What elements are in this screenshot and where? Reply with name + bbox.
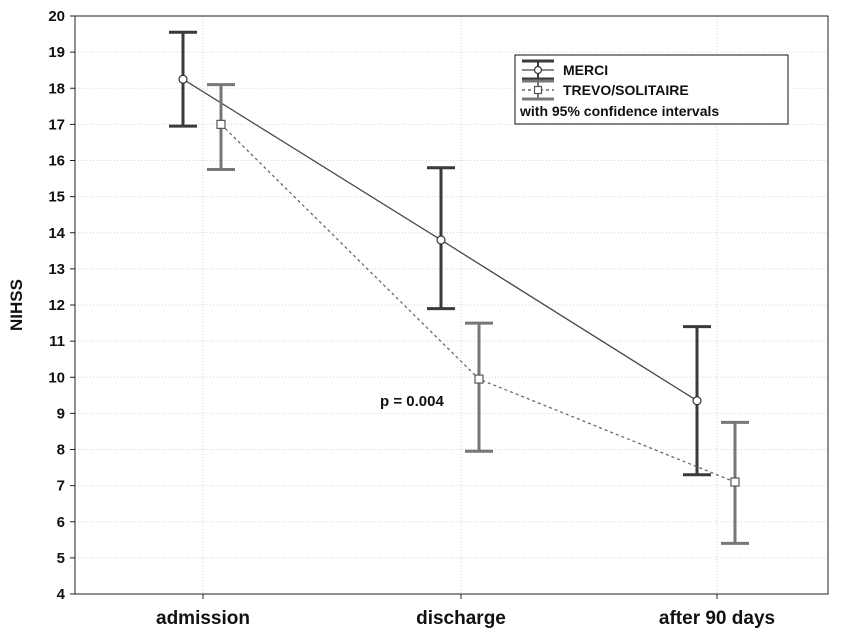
x-tick-label: admission bbox=[156, 608, 250, 629]
data-point-merci bbox=[178, 74, 188, 84]
y-axis-label: NIHSS bbox=[7, 279, 26, 331]
x-tick-label: after 90 days bbox=[659, 608, 775, 629]
legend-entry-trevo-solitaire: TREVO/SOLITAIRE bbox=[563, 82, 689, 98]
y-tick-label: 9 bbox=[57, 405, 65, 422]
y-tick-label: 5 bbox=[57, 550, 65, 567]
legend-marker bbox=[533, 85, 543, 95]
legend-box bbox=[514, 54, 789, 125]
y-tick-label: 6 bbox=[57, 514, 65, 531]
data-point-trevo-solitaire bbox=[730, 477, 740, 487]
y-tick-label: 11 bbox=[49, 333, 65, 350]
error-bar-trevo-solitaire bbox=[465, 321, 493, 453]
y-axis-ticks: 4 5 6 7 8 9 10 11 12 13 14 15 16 17 18 19 20 bbox=[48, 8, 75, 603]
y-tick-label: 10 bbox=[48, 369, 65, 386]
p-value-annotation: p = 0.004 bbox=[380, 393, 444, 410]
legend: MERCI TREVO/SOLITAIRE with 95% confidenc… bbox=[514, 54, 789, 125]
data-point-merci bbox=[692, 396, 702, 406]
y-tick-label: 16 bbox=[48, 153, 65, 170]
legend-symbol-trevo-solitaire bbox=[522, 79, 554, 101]
y-tick-label: 20 bbox=[48, 8, 65, 25]
y-tick-label: 18 bbox=[48, 80, 65, 97]
y-tick-label: 13 bbox=[48, 261, 65, 278]
legend-entry-merci: MERCI bbox=[563, 62, 608, 78]
legend-marker bbox=[533, 65, 543, 75]
y-tick-label: 17 bbox=[48, 116, 65, 133]
data-point-trevo-solitaire bbox=[474, 374, 484, 384]
y-tick-label: 19 bbox=[48, 44, 65, 61]
x-tick-label: discharge bbox=[416, 608, 506, 629]
data-point-merci bbox=[436, 235, 446, 245]
y-tick-label: 4 bbox=[57, 586, 66, 603]
series-layer bbox=[169, 30, 749, 545]
legend-symbol-merci bbox=[522, 59, 554, 81]
legend-note: with 95% confidence intervals bbox=[519, 103, 719, 119]
y-tick-label: 7 bbox=[57, 478, 65, 495]
x-axis-ticks: admission discharge after 90 days bbox=[156, 594, 775, 629]
data-point-trevo-solitaire bbox=[216, 119, 226, 129]
y-tick-label: 12 bbox=[48, 297, 65, 314]
y-tick-label: 14 bbox=[48, 225, 65, 242]
y-tick-label: 8 bbox=[57, 442, 65, 459]
y-tick-label: 15 bbox=[48, 189, 65, 206]
